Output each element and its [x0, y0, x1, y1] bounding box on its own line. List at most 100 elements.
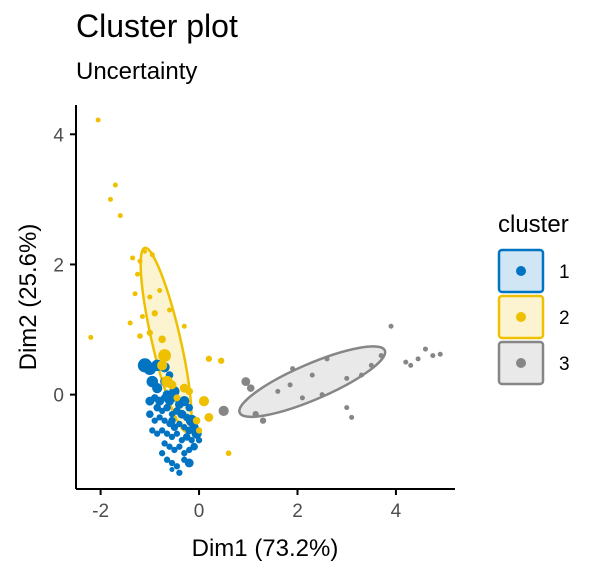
cluster-3-point [408, 362, 414, 368]
cluster-2-point [112, 182, 118, 188]
cluster-1-point [190, 442, 198, 451]
point-layer [88, 117, 443, 476]
legend-dot-3 [516, 358, 526, 368]
cluster-1-point [156, 414, 163, 421]
cluster-2-point [149, 252, 155, 258]
cluster-1-point [152, 383, 163, 394]
cluster-2-point [205, 355, 213, 362]
x-axis-label: Dim1 (73.2%) [192, 535, 339, 562]
cluster-1-point [195, 437, 203, 444]
cluster-3-point [344, 405, 350, 411]
y-tick-label: 2 [53, 255, 64, 276]
cluster-1-point [181, 450, 188, 457]
cluster-3-point [287, 382, 293, 388]
cluster-2-point [142, 249, 148, 254]
cluster-1-point [146, 410, 154, 418]
cluster-2-point [151, 310, 158, 317]
cluster-1-point [154, 430, 161, 437]
cluster-3-point [437, 351, 443, 357]
cluster-1-point [162, 390, 172, 400]
cluster-3-point [403, 359, 409, 365]
axis-layer: -2 0 2 4 0 2 4 [53, 105, 455, 522]
cluster-2-point [139, 314, 145, 320]
legend-title: cluster [498, 211, 569, 238]
x-tick-label: 2 [292, 501, 303, 522]
cluster-1-point [163, 456, 171, 463]
cluster-3-point [349, 414, 355, 420]
x-tick-label: 4 [391, 501, 402, 522]
cluster-2-point [167, 307, 173, 313]
cluster-2-point [198, 396, 210, 407]
cluster-2-point [225, 450, 232, 457]
cluster-1-point [158, 427, 166, 434]
cluster-3-point [430, 353, 436, 359]
x-tick-label: -2 [92, 501, 109, 522]
cluster-1-point [184, 458, 194, 468]
y-tick-label: 0 [53, 386, 64, 407]
cluster-1-point [149, 427, 156, 434]
cluster-3-point [275, 388, 281, 394]
cluster-1-point [176, 420, 183, 428]
cluster-1-point [179, 396, 190, 407]
cluster-1-point [168, 433, 176, 441]
cluster-3-point [422, 346, 428, 352]
cluster-3-point [290, 366, 296, 372]
cluster-1-point [158, 450, 166, 457]
cluster-3-point [259, 417, 267, 424]
cluster-3-point [388, 323, 394, 329]
cluster-2-point [135, 271, 141, 277]
cluster-2-point [132, 291, 138, 297]
cluster-3-point [324, 356, 330, 362]
cluster-1-point [176, 443, 183, 450]
y-tick-label: 4 [53, 125, 64, 146]
legend-label-1: 1 [559, 262, 570, 283]
cluster-2-point [158, 349, 171, 362]
chart-subtitle: Uncertainty [76, 58, 198, 85]
cluster-2-point [158, 335, 166, 344]
cluster-2-point [127, 320, 133, 326]
cluster-1-point [151, 417, 158, 424]
cluster-1-point [170, 423, 179, 431]
legend-label-3: 3 [559, 354, 570, 375]
cluster-2-point [167, 380, 177, 390]
cluster-3-point [344, 375, 350, 381]
cluster-3-point [252, 411, 259, 418]
cluster-1-point [168, 416, 176, 425]
cluster-2-point [173, 394, 181, 402]
cluster-2-point [137, 333, 143, 339]
cluster-2-point [185, 387, 194, 396]
cluster-1-point [173, 430, 181, 437]
cluster-1-point [161, 417, 168, 424]
cluster-2-point [218, 357, 225, 364]
cluster-2-point [107, 196, 113, 202]
cluster-3-point [378, 353, 384, 359]
cluster-3-point [218, 405, 229, 416]
legend: cluster 1 2 3 [497, 211, 570, 386]
cluster-2-point [181, 323, 187, 329]
cluster-1-point [163, 430, 171, 437]
cluster-1-point [173, 463, 181, 470]
cluster-3-point [241, 377, 251, 387]
chart-title: Cluster plot [76, 8, 238, 44]
cluster-1-point [153, 403, 162, 412]
legend-dot-1 [516, 266, 526, 276]
cluster-3-point [415, 356, 421, 362]
y-axis-label: Dim2 (25.6%) [15, 224, 42, 371]
cluster-1-point [166, 443, 173, 450]
cluster-2-point [157, 287, 163, 293]
cluster-3-point [358, 372, 364, 378]
x-tick-label: 0 [194, 501, 205, 522]
cluster-3-point [319, 392, 325, 398]
cluster-1-point [161, 440, 168, 447]
cluster-1-point [168, 459, 176, 467]
legend-dot-2 [516, 312, 526, 322]
cluster-1-point [188, 437, 195, 444]
cluster-2-point [204, 412, 214, 422]
cluster-2-point [146, 329, 153, 336]
cluster-1-point [169, 466, 175, 472]
cluster-2-point [95, 117, 101, 123]
cluster-1-point [176, 469, 183, 476]
cluster-3-ellipse [238, 345, 387, 419]
cluster-2-point [130, 255, 136, 261]
